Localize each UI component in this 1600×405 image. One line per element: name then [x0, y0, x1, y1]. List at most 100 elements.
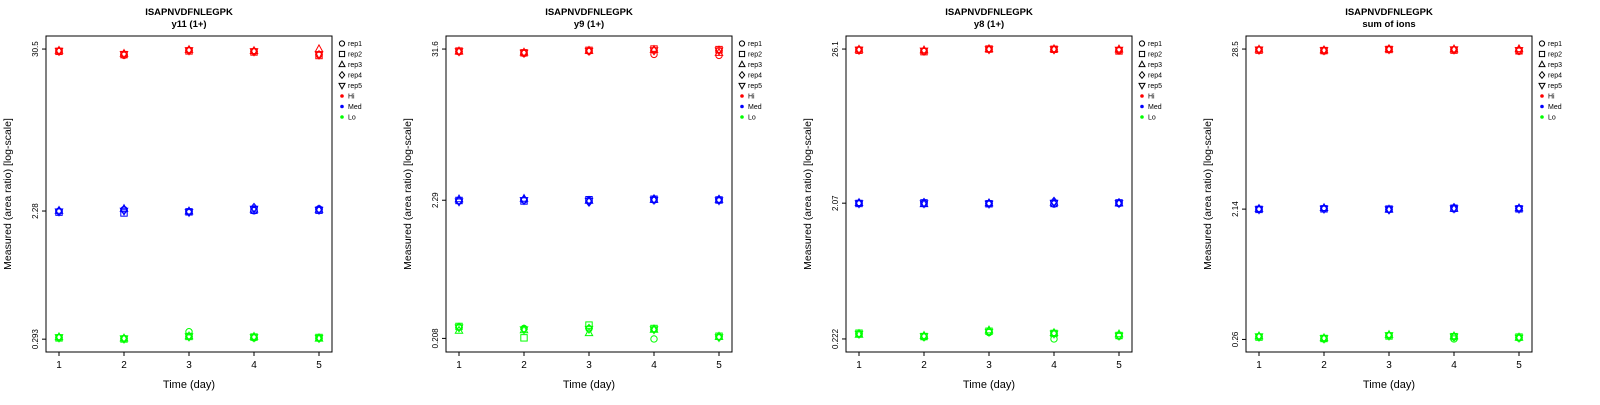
legend-rep-label: rep1	[748, 41, 762, 48]
data-point	[1049, 330, 1059, 339]
data-point	[54, 205, 64, 214]
data-point	[854, 46, 864, 55]
data-point	[454, 194, 464, 203]
data-point	[714, 331, 724, 340]
data-point	[1254, 46, 1264, 55]
legend-level-label: Med	[748, 104, 762, 111]
data-point	[1319, 335, 1329, 344]
data-point	[1449, 46, 1459, 55]
x-tick-label: 2	[521, 360, 527, 371]
level-dot-icon	[1540, 115, 1544, 119]
x-tick-label: 1	[1256, 360, 1262, 371]
data-point	[649, 194, 659, 203]
data-point	[984, 46, 994, 55]
data-point	[1114, 197, 1124, 207]
triangle-up-legend-icon	[1538, 60, 1546, 68]
data-point	[584, 45, 594, 54]
legend-rep-label: rep2	[348, 52, 362, 59]
data-point	[714, 334, 724, 343]
data-point	[314, 51, 324, 60]
level-dot-icon	[740, 104, 744, 109]
y-tick-label: 28.5	[1231, 41, 1240, 57]
x-tick-label: 5	[1116, 360, 1122, 371]
x-tick-label: 2	[921, 360, 927, 371]
data-point	[1319, 47, 1329, 56]
qc-panel-4: ISAPNVDFNLEGPK sum of ions Measured (area …	[1200, 0, 1600, 400]
level-dot-icon	[1140, 94, 1144, 98]
diamond-legend-icon	[1538, 70, 1546, 80]
data-point	[1384, 332, 1394, 341]
data-point	[584, 325, 594, 335]
triangle-down-legend-icon	[1138, 82, 1146, 90]
x-tick-label: 1	[56, 360, 62, 371]
data-point	[584, 197, 594, 207]
legend-rep-label: rep3	[1148, 62, 1162, 69]
data-point	[650, 335, 658, 343]
data-point	[249, 48, 259, 57]
triangle-up-legend-icon	[1138, 60, 1146, 68]
panel-title: ISAPNVDFNLEGPK	[545, 7, 633, 18]
x-tick-label: 3	[1386, 360, 1392, 371]
data-point	[649, 326, 659, 335]
plot-box	[845, 35, 1133, 353]
level-dot-icon	[340, 104, 344, 109]
data-point	[1049, 199, 1059, 209]
qc-panel-2: ISAPNVDFNLEGPK y9 (1+) Measured (area rati…	[400, 0, 800, 400]
data-point	[714, 197, 724, 206]
x-tick-label: 2	[121, 360, 127, 371]
legend-level-label: Hi	[348, 94, 355, 101]
panel-title: ISAPNVDFNLEGPK	[945, 7, 1033, 18]
level-dot-icon	[340, 115, 344, 119]
data-point	[1319, 44, 1329, 54]
data-point	[649, 47, 659, 56]
data-point	[1319, 205, 1329, 215]
x-tick-label: 3	[986, 360, 992, 371]
y-tick-label: 31.6	[431, 41, 440, 57]
y-tick-label: 2.29	[431, 192, 440, 208]
data-point	[1514, 334, 1524, 343]
data-point	[1254, 333, 1264, 342]
data-point	[919, 333, 929, 342]
data-point	[984, 328, 994, 338]
data-point	[184, 333, 194, 342]
x-tick-label: 4	[251, 360, 257, 371]
legend-level-label: Hi	[1548, 94, 1555, 101]
data-point	[984, 200, 994, 209]
data-point	[119, 51, 129, 60]
data-point	[454, 198, 464, 207]
x-tick-label: 2	[1321, 360, 1327, 371]
level-dot-icon	[740, 94, 744, 98]
y-tick-label: 0.222	[831, 328, 840, 349]
level-dot-icon	[1540, 104, 1544, 109]
triangle-up-legend-icon	[338, 60, 346, 68]
legend-rep-label: rep5	[1148, 83, 1162, 90]
data-point	[584, 327, 594, 337]
data-point	[650, 50, 658, 59]
data-point	[1514, 47, 1524, 56]
x-axis-label: Time (day)	[563, 379, 615, 391]
data-point	[54, 47, 64, 57]
legend-rep-label: rep4	[1548, 73, 1562, 80]
data-point	[454, 324, 464, 333]
data-point	[1049, 46, 1059, 55]
plot-box	[445, 35, 733, 353]
level-dot-icon	[340, 94, 344, 98]
data-point	[54, 208, 64, 217]
x-tick-label: 5	[316, 360, 322, 371]
data-point	[1114, 332, 1124, 341]
data-point	[54, 334, 64, 343]
diamond-legend-icon	[338, 70, 346, 80]
legend-level-label: Lo	[748, 115, 756, 122]
data-point	[584, 47, 594, 57]
y-tick-label: 0.208	[431, 328, 440, 349]
y-axis-label: Measured (area ratio) [log-scale]	[1202, 118, 1214, 270]
data-point	[1384, 43, 1394, 53]
data-point	[854, 200, 864, 209]
data-point	[714, 47, 724, 56]
legend-level-label: Med	[348, 104, 362, 111]
legend-level-label: Med	[1148, 104, 1162, 111]
